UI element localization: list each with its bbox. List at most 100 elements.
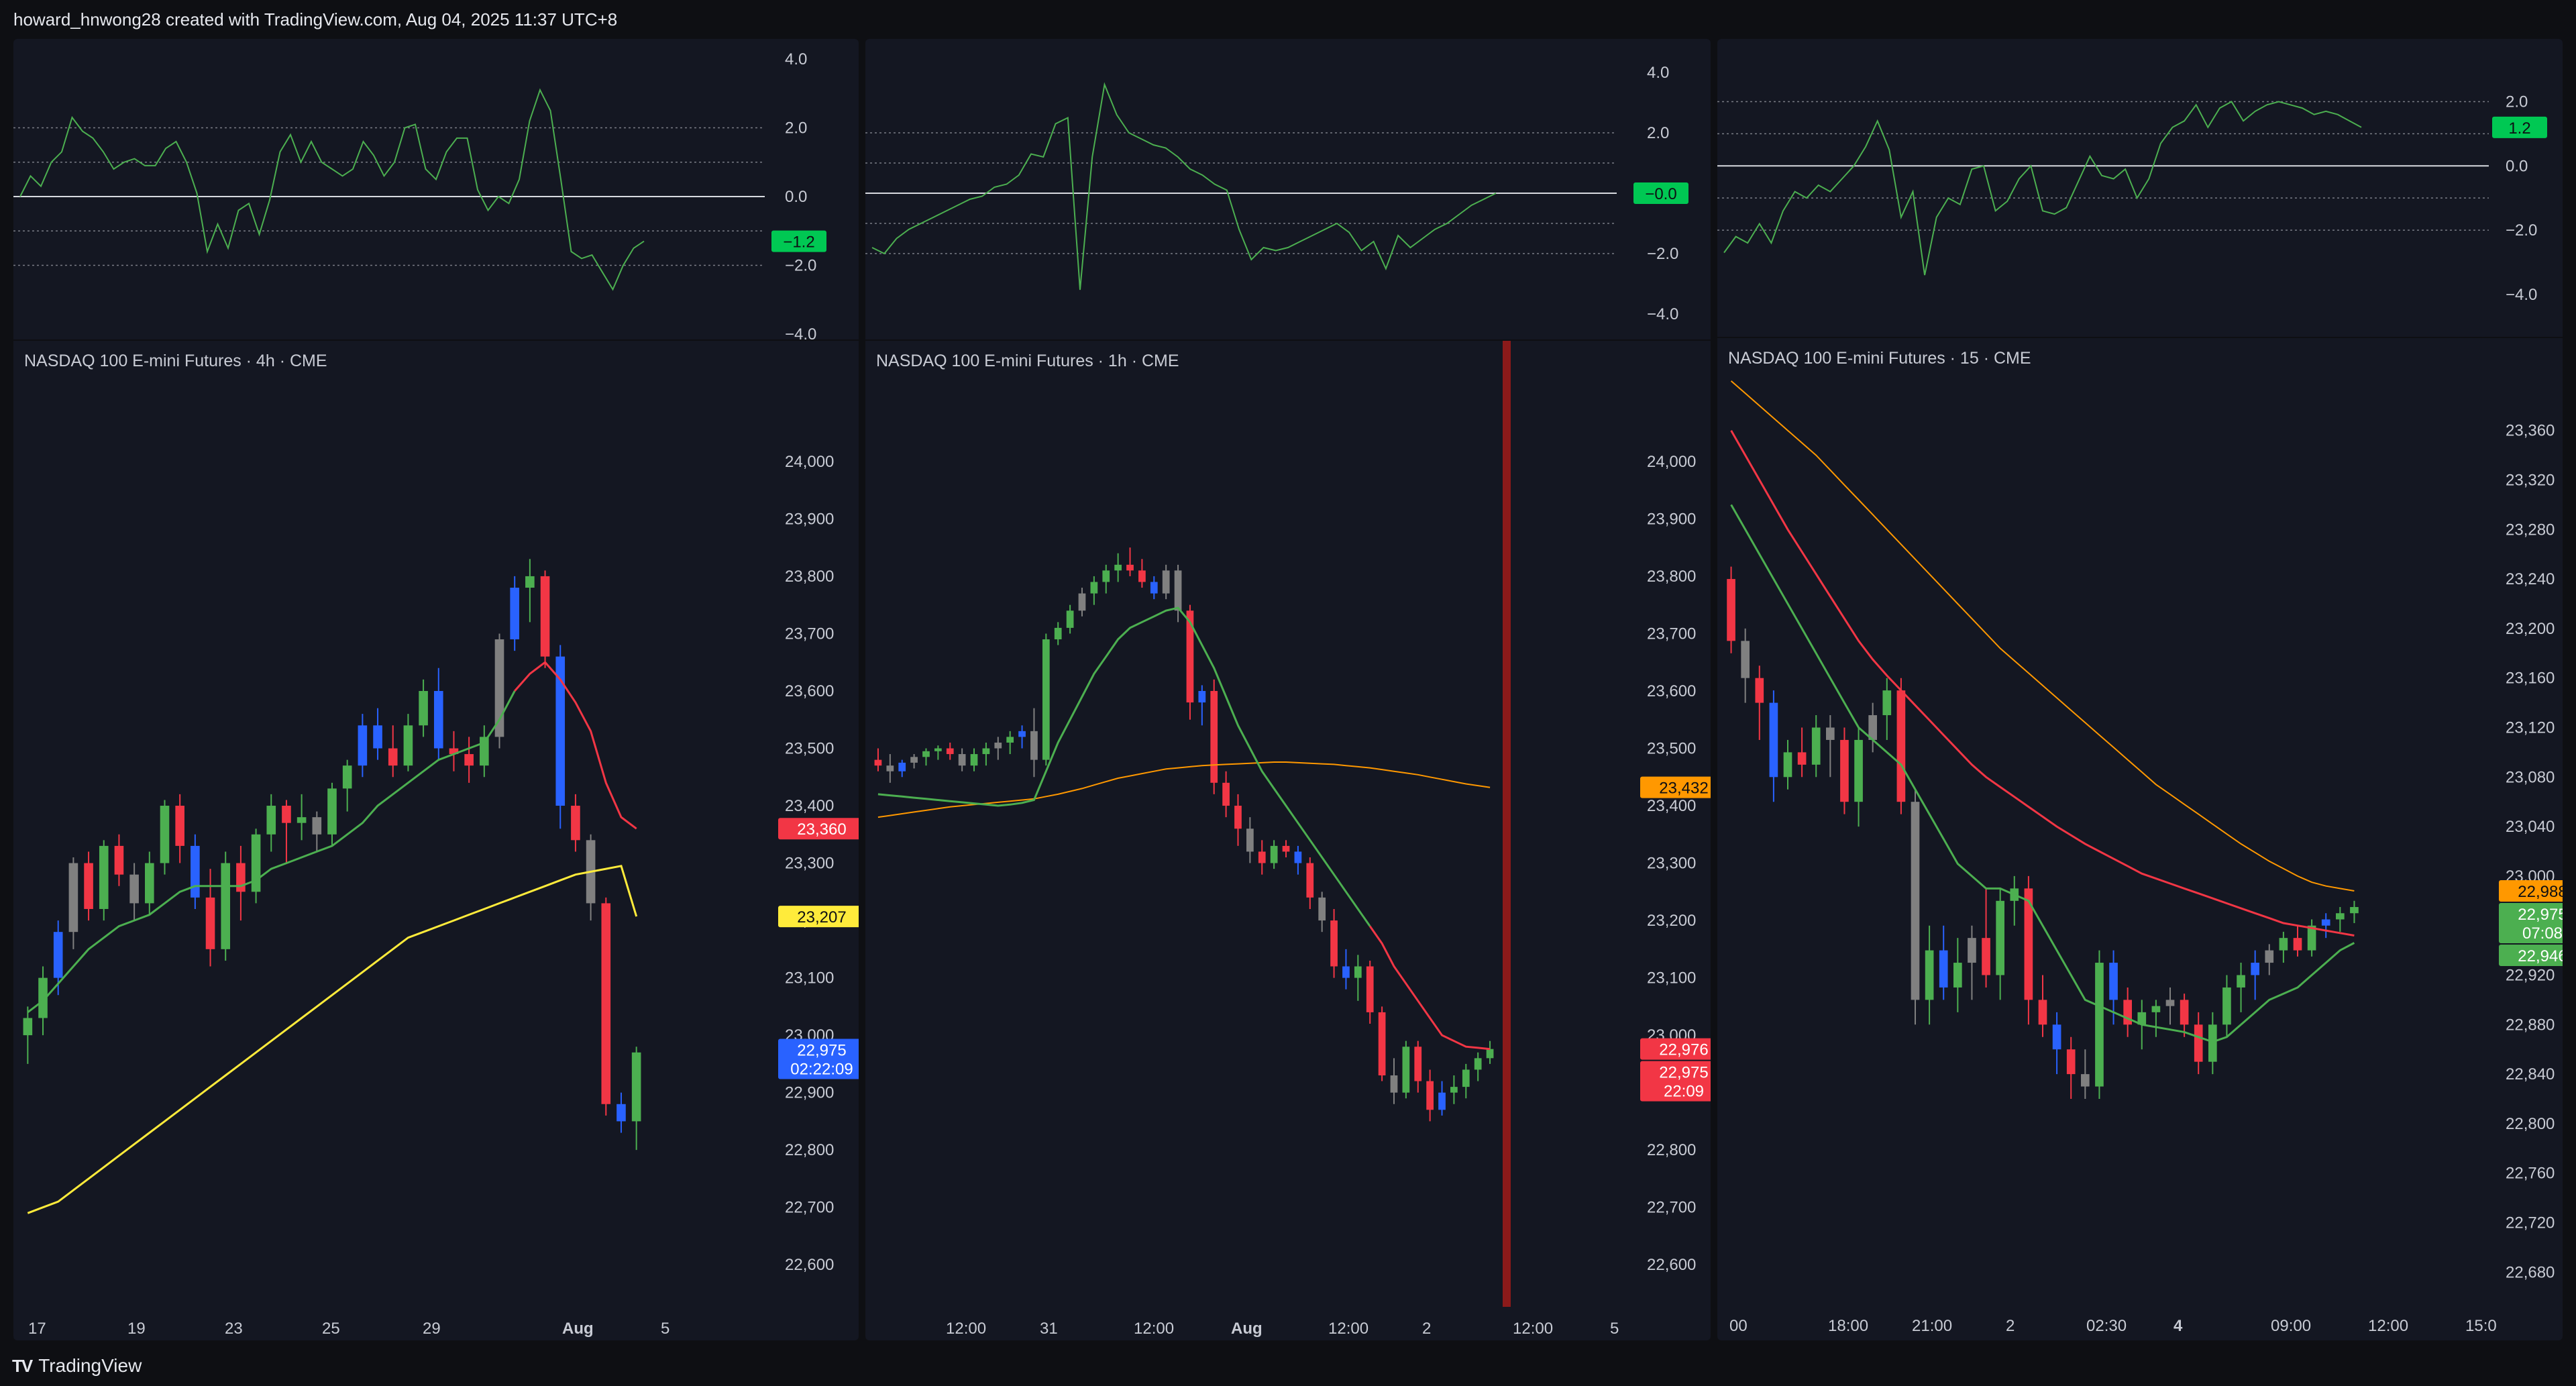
price-y-tick: 22,880 xyxy=(2506,1016,2555,1034)
candle-body xyxy=(84,863,93,909)
candle-body xyxy=(1414,1047,1422,1081)
price-pane[interactable]: 23,360 23,320 23,280 23,240 23,200 23,160 23,1… xyxy=(1717,338,2563,1340)
candle-body xyxy=(1450,1087,1458,1093)
osc-y-tick: 0.0 xyxy=(2506,157,2528,175)
price-pane[interactable]: 24,000 23,900 23,800 23,700 23,600 23,500 23,4… xyxy=(13,341,859,1340)
candle-body xyxy=(1174,570,1182,611)
price-label-value: 23,360 xyxy=(797,820,846,839)
candle-body xyxy=(958,754,966,766)
price-y-tick: 23,100 xyxy=(785,969,834,988)
candle-body xyxy=(68,863,78,932)
candle-body xyxy=(1996,900,2004,975)
candle-body xyxy=(2237,975,2245,988)
slow-moving-average-line xyxy=(27,865,638,1214)
candle-body xyxy=(1402,1047,1410,1093)
candle-body xyxy=(1282,845,1290,852)
price-label-value: 23,432 xyxy=(1659,780,1708,798)
candle-body xyxy=(2024,888,2033,1000)
price-y-tick: 23,900 xyxy=(1647,510,1696,528)
candle-body xyxy=(1882,690,1892,716)
candle-body xyxy=(464,754,474,766)
candle-body xyxy=(449,748,459,755)
fast-ema-line-down xyxy=(2240,942,2355,1026)
price-label-countdown: 02:22:09 xyxy=(790,1061,853,1079)
candle-body xyxy=(1854,739,1863,802)
candle-body xyxy=(1234,806,1242,829)
price-y-tick: 22,800 xyxy=(2506,1115,2555,1133)
oscillator-line xyxy=(1723,101,2362,276)
candle-body xyxy=(1330,920,1338,967)
candle-body xyxy=(1150,582,1158,594)
price-y-tick: 24,000 xyxy=(785,453,834,471)
price-label-value: 22,988 xyxy=(2518,883,2563,901)
price-y-tick: 23,040 xyxy=(2506,818,2555,836)
chart-panel-1h[interactable]: 4.0 2.0 −2.0 −4.0 −0.0 NASDAQ 100 E-mini Fut… xyxy=(865,39,1711,1340)
candle-body xyxy=(1474,1058,1482,1070)
x-axis-tick: 5 xyxy=(661,1320,669,1338)
osc-y-tick: 2.0 xyxy=(1647,124,1669,142)
candle-body xyxy=(1755,678,1764,703)
candle-body xyxy=(1078,593,1086,611)
candle-body xyxy=(1042,639,1050,760)
tradingview-logo-icon: TV xyxy=(12,1356,33,1376)
osc-y-tick: 4.0 xyxy=(785,50,807,68)
x-axis-tick: 2 xyxy=(1422,1320,1431,1338)
x-axis-tick: 31 xyxy=(1040,1320,1058,1338)
x-axis-tick: Aug xyxy=(562,1320,594,1338)
candle-body xyxy=(1306,863,1314,898)
fast-ema-line-up xyxy=(1730,504,2242,1043)
osc-value-tag xyxy=(1633,182,1688,204)
price-label-tag xyxy=(1640,1038,1711,1060)
x-axis-tick: 5 xyxy=(1610,1320,1619,1338)
price-y-tick: 23,600 xyxy=(1647,682,1696,700)
candle-body xyxy=(23,1018,33,1036)
candle-body xyxy=(1366,966,1374,1012)
candle-body xyxy=(1186,610,1194,703)
price-y-tick: 23,300 xyxy=(1647,855,1696,873)
chart-panel-4h[interactable]: 4.0 2.0 0.0 −2.0 −4.0 −1.2 NASDAQ 100 E-mini … xyxy=(13,39,859,1340)
x-axis-tick: 12:00 xyxy=(946,1320,986,1338)
candle-body xyxy=(1090,582,1098,594)
fast-ema-line-down xyxy=(1368,925,1491,1051)
candle-body xyxy=(1102,570,1110,582)
chart-panel-15m[interactable]: 2.0 0.0 −2.0 −4.0 1.2 NASDAQ 100 E-mini Futu… xyxy=(1717,39,2563,1340)
candle-body xyxy=(886,765,894,771)
price-y-tick: 22,700 xyxy=(1647,1199,1696,1217)
x-axis-tick: 15:0 xyxy=(2465,1317,2497,1335)
candle-body xyxy=(2293,938,2302,951)
oscillator-line xyxy=(871,82,1497,290)
candle-body xyxy=(1426,1081,1434,1110)
price-label-tag xyxy=(778,906,859,928)
candle-body xyxy=(2194,1024,2203,1062)
price-label-countdown: 07:08 xyxy=(2522,924,2563,943)
candle-body xyxy=(1126,564,1134,571)
candle-body xyxy=(910,757,918,763)
price-label-countdown: 22:09 xyxy=(1664,1083,1704,1101)
price-label-tag xyxy=(778,1038,859,1079)
price-y-tick: 22,800 xyxy=(1647,1141,1696,1159)
candle-body xyxy=(2265,950,2274,963)
price-pane[interactable]: 24,000 23,900 23,800 23,700 23,600 23,500 23,4… xyxy=(865,341,1711,1340)
price-y-tick: 23,320 xyxy=(2506,471,2555,489)
osc-y-tick: 2.0 xyxy=(785,119,807,138)
x-axis-tick: 18:00 xyxy=(1828,1317,1868,1335)
candle-body xyxy=(1054,627,1062,639)
osc-value-label: −0.0 xyxy=(1645,185,1676,203)
candle-body xyxy=(221,863,231,949)
price-y-tick: 22,680 xyxy=(2506,1263,2555,1281)
candle-body xyxy=(601,903,611,1104)
candle-body xyxy=(1982,938,1990,975)
candle-body xyxy=(266,806,276,835)
tradingview-footer: TV TradingView xyxy=(12,1346,142,1386)
price-label-value: 22,975 xyxy=(2518,906,2563,924)
price-y-tick: 23,360 xyxy=(2506,422,2555,440)
candle-body xyxy=(191,845,200,898)
price-y-tick: 23,200 xyxy=(1647,912,1696,930)
candle-body xyxy=(1114,564,1122,571)
candle-body xyxy=(282,806,291,823)
candle-body xyxy=(2279,938,2288,951)
candle-body xyxy=(2095,963,2104,1087)
candle-body xyxy=(1741,641,1750,678)
x-axis-tick: 21:00 xyxy=(1912,1317,1952,1335)
brand-name: TradingView xyxy=(38,1355,142,1376)
